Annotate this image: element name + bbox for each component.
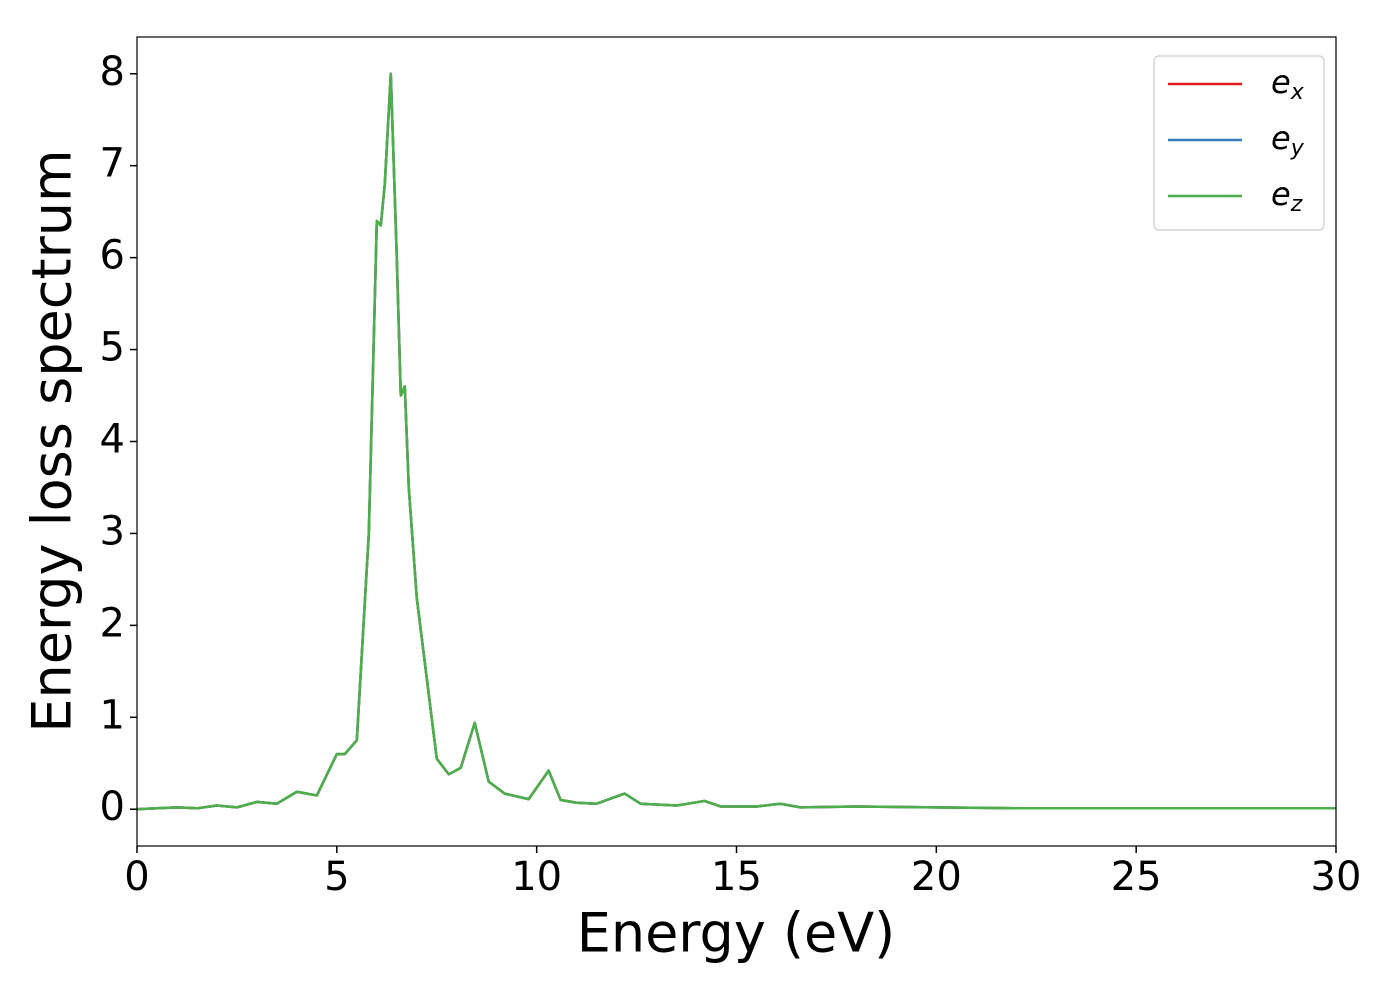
y-tick-label: 8	[100, 49, 125, 95]
y-tick-label: 4	[100, 417, 125, 463]
x-tick-label: 30	[1311, 854, 1362, 900]
x-tick-label: 25	[1111, 854, 1162, 900]
y-tick-label: 5	[100, 325, 125, 371]
legend-label: ex	[1271, 63, 1305, 105]
x-tick-label: 0	[124, 854, 149, 900]
y-axis-label: Energy loss spectrum	[21, 149, 84, 732]
y-tick-label: 1	[100, 692, 125, 738]
y-tick-label: 3	[100, 508, 125, 554]
plot-frame	[136, 36, 1337, 847]
x-tick-label: 10	[511, 854, 562, 900]
legend-label: ey	[1271, 119, 1305, 161]
x-axis-label: Energy (eV)	[577, 902, 896, 965]
legend-box	[1153, 55, 1325, 231]
x-tick-label: 5	[324, 854, 349, 900]
legend-label: ez	[1271, 175, 1303, 217]
y-tick-label: 2	[100, 600, 125, 646]
y-tick-label: 7	[100, 141, 125, 187]
y-tick-label: 0	[100, 784, 125, 830]
x-tick-label: 15	[711, 854, 762, 900]
data-line	[136, 72, 1336, 811]
y-tick-label: 6	[100, 233, 125, 279]
x-tick-label: 20	[911, 854, 962, 900]
